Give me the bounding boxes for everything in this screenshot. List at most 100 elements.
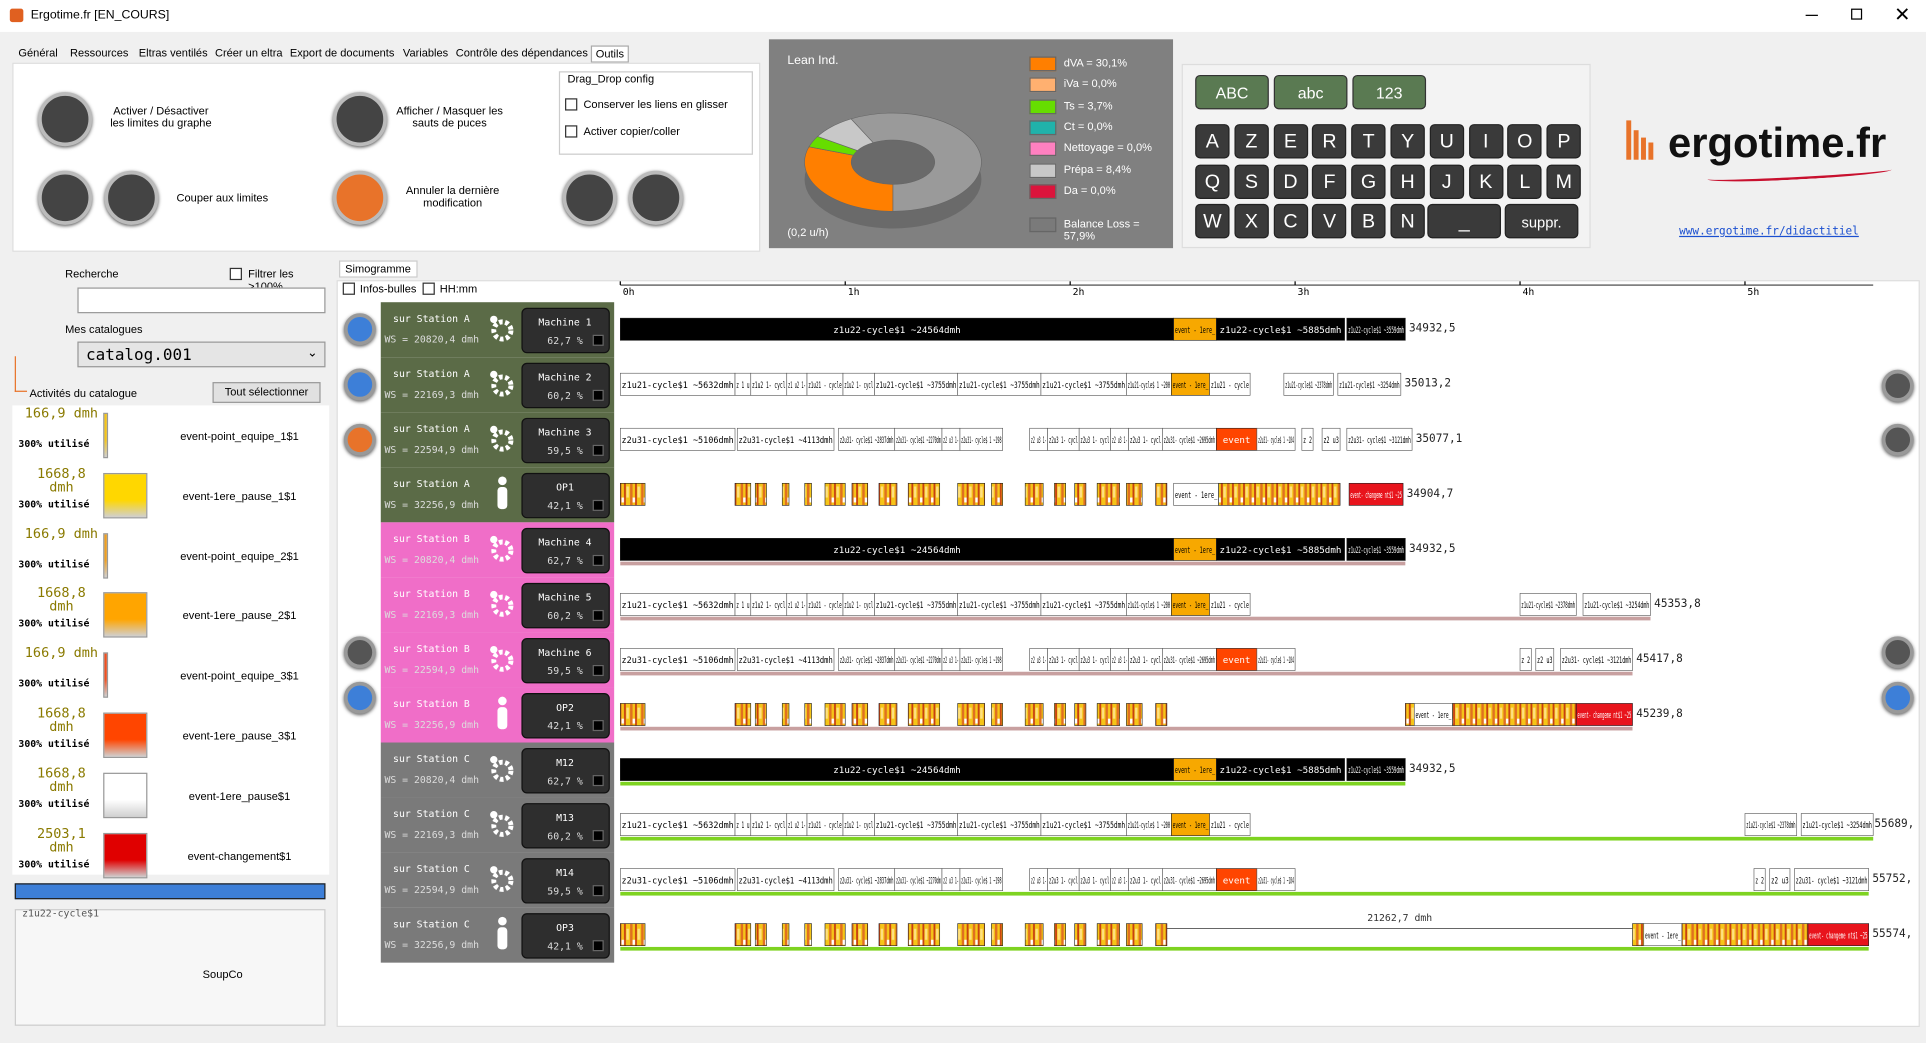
key[interactable]: G <box>1351 164 1386 199</box>
activity-name[interactable]: event-1ere_pause_3$1 <box>182 729 297 743</box>
key[interactable]: T <box>1351 124 1386 159</box>
select-all-button[interactable]: Tout sélectionner <box>212 382 321 403</box>
row-underline <box>620 781 1406 786</box>
key[interactable]: Z <box>1234 124 1269 159</box>
key[interactable]: O <box>1507 124 1543 159</box>
key[interactable]: J <box>1429 164 1464 199</box>
key[interactable]: L <box>1507 164 1543 199</box>
key[interactable]: F <box>1312 164 1347 199</box>
mode-button[interactable]: abc <box>1273 74 1348 110</box>
key[interactable]: W <box>1195 203 1230 239</box>
round-button[interactable] <box>562 170 617 225</box>
checkbox[interactable] <box>422 282 435 295</box>
block-label: z2 u3 1- <box>1112 875 1128 886</box>
checkbox[interactable] <box>342 282 355 295</box>
block-label: z1u21-cycle$1 ~5632dmh <box>622 600 734 611</box>
round-button[interactable] <box>343 423 376 456</box>
activity-block <box>619 868 736 891</box>
block-label: event- changeme nt$1 ~25 <box>1578 710 1632 721</box>
key[interactable]: K <box>1468 164 1503 199</box>
tab[interactable]: Export de documents <box>289 46 395 59</box>
mode-button[interactable]: 123 <box>1352 74 1427 110</box>
round-button[interactable] <box>332 92 387 147</box>
key[interactable]: P <box>1546 124 1582 159</box>
block-label: z2u31- cycle$1 ~2695dmh <box>1164 875 1216 886</box>
tab[interactable]: Contrôle des dépendances <box>455 46 588 59</box>
key[interactable]: I <box>1468 124 1503 159</box>
round-button[interactable] <box>628 170 683 225</box>
round-button[interactable] <box>1881 369 1914 402</box>
round-button[interactable] <box>1881 681 1914 714</box>
key[interactable]: Q <box>1195 164 1230 199</box>
activity-name[interactable]: event-1ere_pause_2$1 <box>182 609 297 623</box>
catalog-select[interactable]: catalog.001 <box>77 341 326 368</box>
checkbox[interactable] <box>229 267 242 281</box>
checkbox[interactable] <box>565 125 578 138</box>
help-link[interactable]: www.ergotime.fr/didactitiel <box>1679 226 1859 239</box>
activity-block <box>907 923 941 947</box>
key[interactable]: N <box>1390 203 1425 239</box>
logo-bar <box>1626 120 1632 160</box>
activity-name[interactable]: event-changement$1 <box>187 849 292 862</box>
round-button[interactable] <box>38 170 93 225</box>
round-button[interactable] <box>1881 636 1914 669</box>
minimize-button[interactable] <box>1805 14 1818 16</box>
activity-name[interactable]: event-point_equipe_2$1 <box>180 549 299 563</box>
maximize-button[interactable] <box>1851 8 1863 20</box>
block-label: z 2 <box>1303 435 1312 446</box>
tab[interactable]: Créer un eltra <box>214 46 283 59</box>
close-button[interactable]: ✕ <box>1894 4 1911 26</box>
activity-block <box>1575 703 1633 726</box>
round-button[interactable] <box>343 681 376 714</box>
activity-block <box>1582 593 1651 616</box>
tab[interactable]: Variables <box>402 46 449 59</box>
round-button[interactable] <box>343 368 376 401</box>
round-button[interactable] <box>1881 423 1914 456</box>
activity-name[interactable]: event-1ere_pause$1 <box>188 789 291 802</box>
key[interactable]: C <box>1273 203 1308 239</box>
activity-block <box>1256 868 1296 891</box>
activity-name[interactable]: event-1ere_pause_1$1 <box>182 489 297 503</box>
legend-swatch <box>1029 120 1057 136</box>
key[interactable]: suppr. <box>1504 203 1579 239</box>
key[interactable]: E <box>1273 124 1308 159</box>
key[interactable]: Y <box>1390 124 1425 159</box>
search-input[interactable] <box>77 287 326 314</box>
key[interactable]: X <box>1234 203 1269 239</box>
round-button[interactable] <box>332 170 387 225</box>
tab[interactable]: Eltras ventilés <box>138 46 208 59</box>
collapse-bar[interactable] <box>14 883 326 900</box>
key[interactable]: M <box>1546 164 1582 199</box>
block-label: z1u21-cycle$1 ~2378dmh <box>1285 380 1332 391</box>
activity-block <box>1074 923 1087 947</box>
key[interactable]: D <box>1273 164 1308 199</box>
tab[interactable]: Outils <box>590 45 629 63</box>
key[interactable]: V <box>1312 203 1347 239</box>
activity-block <box>957 923 986 947</box>
key[interactable]: A <box>1195 124 1230 159</box>
key[interactable]: _ <box>1427 203 1502 239</box>
key[interactable]: S <box>1234 164 1269 199</box>
tab[interactable]: Général <box>18 46 58 59</box>
key[interactable]: R <box>1312 124 1347 159</box>
key[interactable]: B <box>1351 203 1386 239</box>
round-button[interactable] <box>104 170 159 225</box>
tab[interactable]: Ressources <box>70 46 129 59</box>
tab[interactable]: Simogramme <box>339 260 418 278</box>
activity-name[interactable]: event-point_equipe_1$1 <box>180 429 299 443</box>
round-button[interactable] <box>343 313 376 346</box>
checkbox[interactable] <box>565 98 578 111</box>
machine-pct: 60,2 % <box>547 391 583 402</box>
block-label: z 1 u <box>736 820 749 831</box>
activity-usage: 300% utilisé <box>18 618 90 630</box>
activity-block <box>1218 482 1341 506</box>
round-button[interactable] <box>343 636 376 669</box>
key[interactable]: H <box>1390 164 1425 199</box>
key[interactable]: U <box>1429 124 1464 159</box>
mode-button[interactable]: ABC <box>1195 74 1269 110</box>
block-label: z 1 u <box>736 600 749 611</box>
activity-block <box>619 923 646 947</box>
round-button[interactable] <box>38 92 93 147</box>
activity-name[interactable]: event-point_equipe_3$1 <box>180 669 299 683</box>
